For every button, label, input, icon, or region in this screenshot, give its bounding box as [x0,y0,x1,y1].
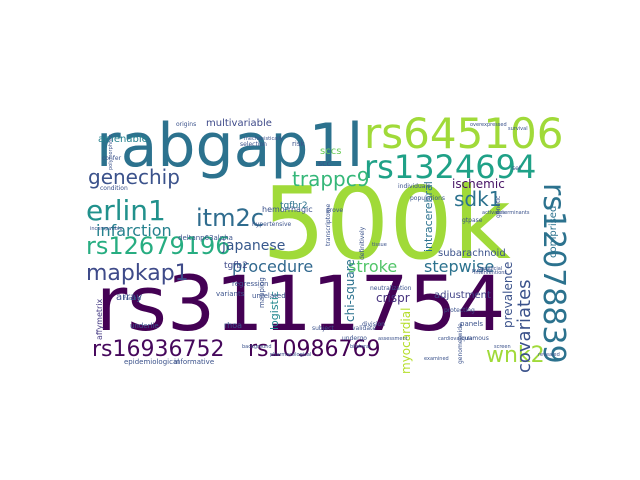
word: sdk1 [454,187,501,211]
word: tgfb2 [224,261,248,271]
word: rs12078839 [536,183,571,364]
word: rs12679196 [86,232,231,260]
word: rs1324694 [364,148,536,186]
word: amenable [98,134,148,145]
word: cardiovascular [438,336,475,342]
word: assessment [378,336,408,342]
word: affymetrix [95,298,104,340]
word: purpose [472,268,492,274]
word: rs16936752 [92,337,224,362]
word: variants [216,290,245,298]
word: itm2c [196,204,264,232]
word: division [362,321,385,328]
word: prevalence [501,262,515,328]
word: chi-square [343,259,357,322]
word: rhoa [224,321,242,330]
word: japanese [221,238,285,254]
word: hypertensive [252,221,292,228]
word: neutralization [370,285,412,292]
word: myocardial [399,308,413,374]
word: regression [232,280,268,288]
word: infarction [96,221,172,240]
word: mapkap1 [86,261,189,286]
word: intracerebral [422,181,435,252]
word: gtpase [462,217,483,224]
word: mapping [258,277,266,308]
word: epidemiological [124,358,179,366]
word: procedure [232,257,313,276]
word: activates [482,210,505,216]
word: informative [174,358,214,366]
word: validate [352,325,376,332]
word: pharmacological [270,352,311,358]
word: array [116,292,142,303]
word: background [242,344,272,350]
word: crispr [376,291,410,305]
word: rs645106 [364,109,563,158]
word: wnk2 [486,343,545,368]
word: bilateral [350,344,371,350]
word: genome-wide [457,323,464,364]
word: origins [176,121,196,128]
word: genetic [495,196,502,218]
word: beneficial [478,266,502,272]
word: tissue [372,242,387,248]
word: genechip [88,165,180,189]
word: risk [292,140,305,148]
word: unrelated [252,292,286,300]
word: erlin1 [86,194,166,227]
word: transcriptome [325,203,332,246]
word: deltanp63alpha [178,234,233,242]
word: rs10986769 [248,337,380,362]
word: underlie [130,322,159,330]
word: revealed [538,352,560,358]
word: condition [100,185,128,192]
word: interventions [474,270,507,276]
word: polymorphism [108,134,114,170]
word: factors [124,296,142,302]
word: stepwise [424,257,494,276]
word: covariates [514,279,535,373]
word: subarachnoid [438,248,506,259]
word: comprised [548,206,559,258]
word: 500k [262,165,511,282]
word: panels [460,320,483,328]
word: individuals [398,183,430,190]
word: examined [424,356,449,362]
word: set [512,165,522,172]
word: ischemic [452,177,505,191]
word: screen [494,344,511,350]
word: selection [240,141,267,148]
word: subject [312,325,334,332]
word: overexpressed [470,122,507,128]
word: mechanistically [244,136,283,142]
word: determinants [496,210,530,216]
word: adjustment [434,290,491,301]
word: protecting [444,307,475,314]
word: hemorrhagic [262,205,313,214]
word: rabgap1l [96,111,363,181]
word: stroke [348,257,397,276]
word: survival [508,126,528,132]
word: confer [102,155,122,162]
word: sccs [320,146,341,157]
word: multivariable [206,118,272,129]
word: logistic [268,291,281,330]
word: rs3111754 [96,259,505,348]
word: undergo [342,335,367,342]
word: populations [410,195,445,202]
word: prove [326,207,343,214]
word: scc [318,159,331,168]
word: definitively [359,226,366,260]
word: incompatible [90,226,122,232]
word: trappc9 [292,167,369,191]
word: squamous [458,335,489,342]
word: tgfbr2 [280,201,308,211]
